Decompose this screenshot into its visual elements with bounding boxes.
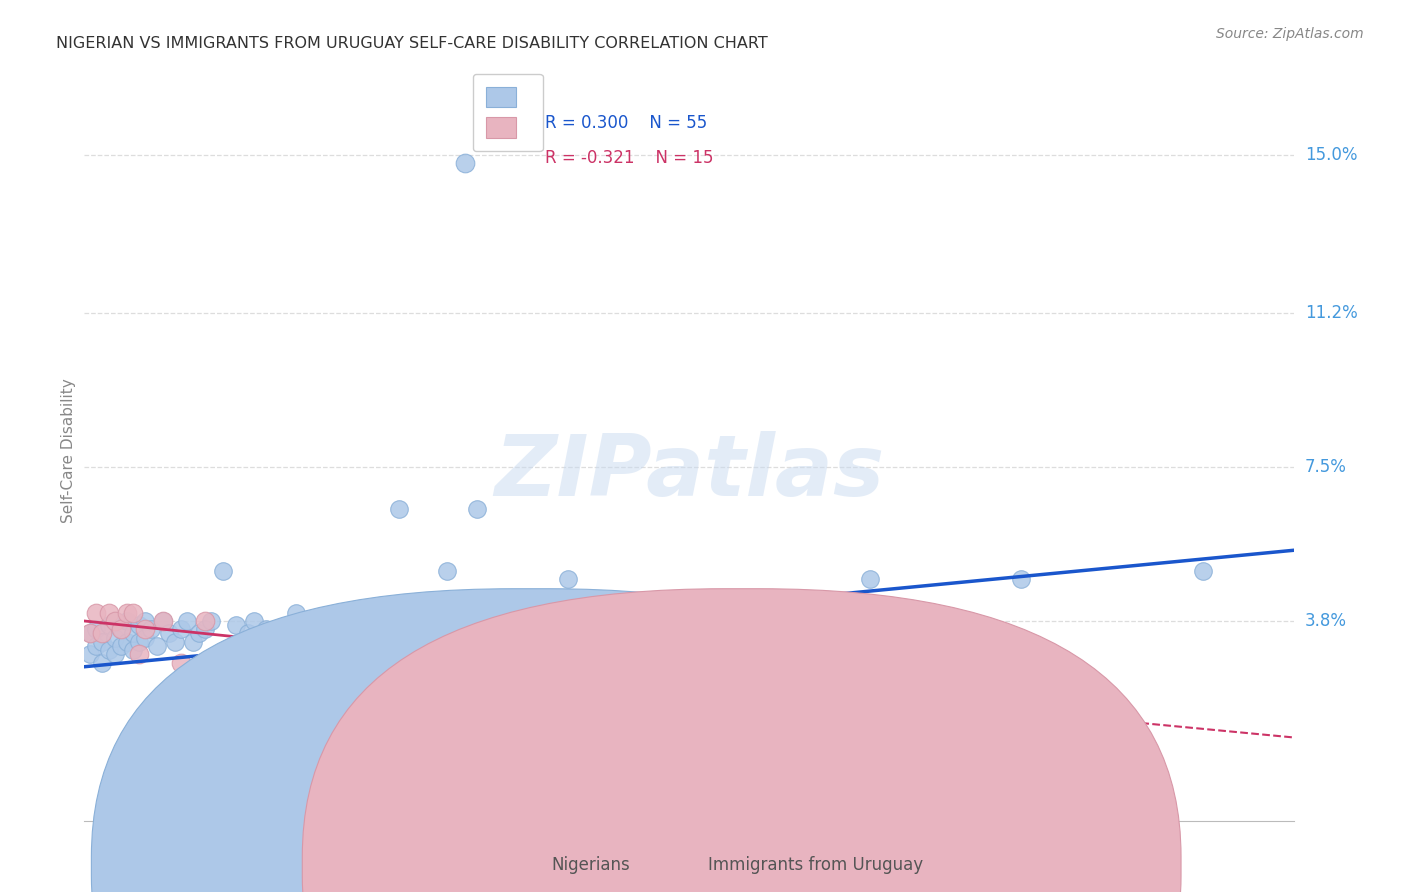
Point: [388, 501, 411, 516]
Text: Source: ZipAtlas.com: Source: ZipAtlas.com: [1216, 27, 1364, 41]
Point: [134, 614, 156, 628]
Point: [225, 618, 247, 632]
Point: [181, 634, 204, 648]
Point: [91, 626, 114, 640]
Point: [509, 614, 531, 628]
Point: [121, 626, 143, 640]
Point: [79, 626, 101, 640]
Point: [91, 634, 114, 648]
Point: [1011, 573, 1033, 587]
Text: R = 0.300    N = 55: R = 0.300 N = 55: [544, 113, 707, 131]
Text: 3.8%: 3.8%: [1305, 612, 1347, 630]
Point: [388, 681, 411, 695]
Point: [859, 573, 882, 587]
Point: [104, 647, 127, 661]
Point: [769, 689, 792, 703]
Point: [97, 618, 120, 632]
Point: [436, 564, 458, 578]
Text: NIGERIAN VS IMMIGRANTS FROM URUGUAY SELF-CARE DISABILITY CORRELATION CHART: NIGERIAN VS IMMIGRANTS FROM URUGUAY SELF…: [56, 36, 768, 51]
Point: [375, 614, 398, 628]
Point: [128, 618, 150, 632]
Point: [104, 614, 127, 628]
Point: [128, 647, 150, 661]
Point: [346, 614, 368, 628]
Text: R = -0.321    N = 15: R = -0.321 N = 15: [544, 149, 713, 167]
Point: [86, 639, 108, 653]
Point: [79, 647, 101, 661]
Point: [170, 656, 193, 670]
Point: [134, 623, 156, 637]
Point: [110, 623, 132, 637]
Text: 15.0%: 15.0%: [1305, 146, 1357, 164]
Point: [194, 623, 217, 637]
Point: [557, 573, 579, 587]
Point: [212, 564, 235, 578]
Point: [242, 614, 264, 628]
Text: Immigrants from Uruguay: Immigrants from Uruguay: [707, 856, 924, 874]
Point: [121, 606, 143, 620]
Y-axis label: Self-Care Disability: Self-Care Disability: [60, 378, 76, 523]
Point: [152, 614, 174, 628]
Point: [200, 614, 222, 628]
Point: [1192, 564, 1215, 578]
Point: [254, 647, 277, 661]
Text: 11.2%: 11.2%: [1305, 304, 1357, 322]
Point: [315, 614, 337, 628]
Point: [110, 639, 132, 653]
Point: [617, 606, 640, 620]
Point: [157, 626, 180, 640]
Legend: , : ,: [472, 74, 543, 151]
Point: [188, 626, 211, 640]
Point: [134, 631, 156, 645]
Point: [104, 614, 127, 628]
Text: ZIPatlas: ZIPatlas: [494, 431, 884, 514]
Point: [406, 606, 429, 620]
Point: [104, 631, 127, 645]
Point: [121, 643, 143, 657]
Point: [165, 634, 187, 648]
Text: 7.5%: 7.5%: [1305, 458, 1347, 476]
Point: [115, 606, 138, 620]
Point: [267, 623, 290, 637]
Point: [176, 614, 198, 628]
Point: [86, 606, 108, 620]
Point: [115, 634, 138, 648]
Point: [79, 626, 101, 640]
Point: [170, 623, 193, 637]
Point: [454, 156, 477, 170]
Point: [86, 623, 108, 637]
Point: [115, 614, 138, 628]
Point: [285, 606, 308, 620]
Point: [302, 626, 325, 640]
Point: [110, 623, 132, 637]
Point: [152, 614, 174, 628]
Text: Nigerians: Nigerians: [551, 856, 630, 874]
Point: [467, 501, 489, 516]
Point: [194, 614, 217, 628]
Point: [91, 656, 114, 670]
Point: [139, 623, 162, 637]
Point: [97, 606, 120, 620]
Point: [254, 623, 277, 637]
Point: [97, 643, 120, 657]
Point: [146, 639, 169, 653]
Point: [236, 626, 259, 640]
Point: [678, 614, 700, 628]
Point: [128, 634, 150, 648]
